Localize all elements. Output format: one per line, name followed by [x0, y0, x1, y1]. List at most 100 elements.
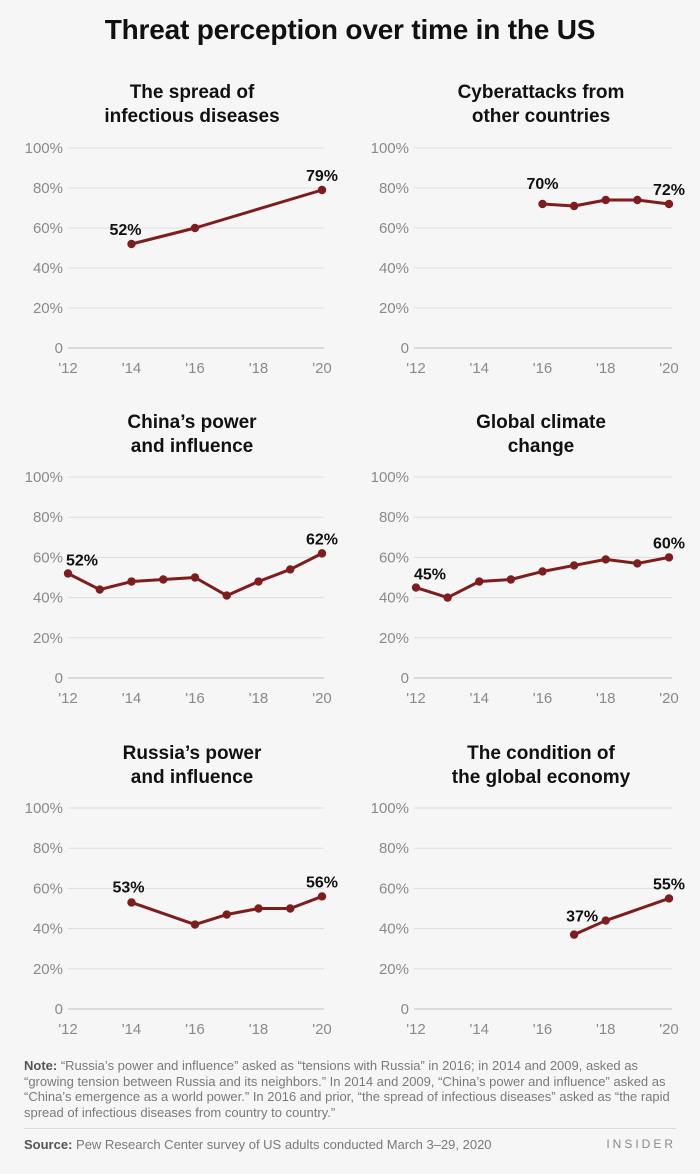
y-tick-label: 20%: [33, 961, 63, 978]
y-tick-label: 80%: [379, 840, 409, 857]
x-tick-label: '20: [312, 1021, 332, 1038]
chart-panel-1: The spread of infectious diseases 0 20% 40% 6…: [25, 82, 338, 377]
chart-panel-6: The condition of the global economy 0 20% 40…: [371, 743, 685, 1038]
x-tick-label: '16: [533, 690, 553, 707]
x-tick-label: '20: [659, 1021, 679, 1038]
note-label: Note:: [24, 1058, 58, 1073]
data-point: [317, 185, 327, 195]
page-title: Threat perception over time in the US: [104, 14, 596, 45]
data-point: [569, 201, 579, 211]
source: Source: Pew Research Center survey of US…: [24, 1137, 544, 1152]
y-tick-label: 60%: [379, 220, 409, 237]
data-point: [317, 549, 327, 558]
y-tick-label: 60%: [33, 220, 63, 237]
x-tick-label: '12: [58, 1021, 78, 1038]
chart-title-line: Global climate: [476, 412, 606, 433]
brand-logo: INSIDER: [606, 1137, 676, 1151]
small-multiples-charts: The spread of infectious diseases 0 20% 40% 6…: [25, 82, 685, 1038]
y-tick-label: 40%: [379, 260, 409, 277]
x-tick-label: '18: [596, 690, 616, 707]
y-tick-label: 100%: [371, 140, 409, 157]
y-tick-label: 80%: [33, 509, 63, 526]
source-label: Source:: [24, 1137, 73, 1152]
chart-panel-4: Global climate change 0 20% 40% 60% 80% 100% '12…: [371, 412, 685, 707]
data-point: [159, 575, 168, 584]
y-tick-label: 20%: [33, 630, 63, 647]
series-line: [130, 894, 324, 927]
y-tick-label: 100%: [371, 800, 409, 817]
y-tick-label: 40%: [379, 921, 409, 938]
x-tick-label: '14: [469, 1021, 489, 1038]
chart-panel-3: China’s power and influence 0 20% 40% 60% 80% 1…: [25, 412, 338, 707]
x-tick-label: '12: [406, 1021, 426, 1038]
y-tick-label: 60%: [379, 549, 409, 566]
x-tick-label: '16: [533, 360, 553, 377]
x-tick-label: '20: [659, 360, 679, 377]
y-tick-label: 20%: [379, 961, 409, 978]
y-tick-label: 0: [401, 1001, 409, 1018]
chart-title-line: and influence: [131, 436, 253, 457]
chart-title-line: Cyberattacks from: [458, 82, 625, 103]
x-tick-label: '14: [469, 690, 489, 707]
chart-title-line: infectious diseases: [104, 106, 279, 127]
data-point: [569, 930, 579, 939]
data-point: [222, 910, 231, 919]
data-point: [633, 195, 642, 205]
data-point: [664, 894, 674, 903]
data-label: 52%: [109, 222, 141, 239]
data-label: 45%: [414, 567, 446, 584]
source-text: Pew Research Center survey of US adults …: [76, 1137, 492, 1152]
x-tick-label: '20: [312, 690, 332, 707]
x-tick-label: '14: [122, 1021, 142, 1038]
x-tick-label: '12: [58, 690, 78, 707]
data-label: 55%: [653, 876, 685, 893]
y-tick-label: 20%: [379, 630, 409, 647]
footer-divider: [24, 1128, 676, 1129]
y-tick-label: 100%: [371, 469, 409, 486]
data-point: [317, 892, 327, 901]
x-tick-label: '18: [596, 1021, 616, 1038]
data-point: [254, 577, 263, 586]
data-label: 62%: [306, 531, 338, 548]
x-tick-label: '16: [185, 690, 205, 707]
chart-title-line: Russia’s power: [123, 743, 262, 764]
y-tick-label: 40%: [379, 590, 409, 607]
x-tick-label: '18: [249, 690, 269, 707]
data-label: 60%: [653, 535, 685, 552]
data-label: 72%: [653, 182, 685, 199]
data-point: [538, 199, 547, 209]
data-point: [475, 577, 484, 586]
y-tick-label: 0: [55, 340, 63, 357]
chart-panel-5: Russia’s power and influence 0 20% 40% 60% 80%…: [25, 743, 338, 1038]
data-point: [538, 567, 547, 576]
chart-title-line: The condition of: [467, 743, 615, 764]
chart-title-line: other countries: [472, 106, 610, 127]
x-tick-label: '14: [122, 360, 142, 377]
data-point: [569, 561, 579, 570]
y-tick-label: 80%: [379, 509, 409, 526]
series-line: [414, 555, 671, 600]
data-point: [254, 904, 263, 913]
chart-title-line: China’s power: [127, 412, 257, 433]
data-point: [601, 555, 610, 564]
data-point: [601, 195, 610, 205]
chart-title-line: change: [508, 436, 575, 457]
data-label: 56%: [306, 874, 338, 891]
chart-title-line: The spread of: [130, 82, 255, 103]
y-tick-label: 80%: [33, 180, 63, 197]
x-tick-label: '14: [122, 690, 142, 707]
x-tick-label: '12: [406, 690, 426, 707]
series-line: [130, 188, 324, 246]
y-tick-label: 100%: [25, 140, 63, 157]
x-tick-label: '16: [533, 1021, 553, 1038]
x-tick-label: '20: [312, 360, 332, 377]
data-point: [443, 593, 452, 602]
y-tick-label: 0: [55, 1001, 63, 1018]
note-text: “Russia’s power and influence” asked as …: [24, 1058, 670, 1120]
x-tick-label: '18: [249, 360, 269, 377]
chart-title-line: and influence: [131, 767, 253, 788]
y-tick-label: 60%: [33, 880, 63, 897]
x-tick-label: '16: [185, 360, 205, 377]
y-tick-label: 20%: [379, 300, 409, 317]
x-tick-label: '18: [596, 360, 616, 377]
